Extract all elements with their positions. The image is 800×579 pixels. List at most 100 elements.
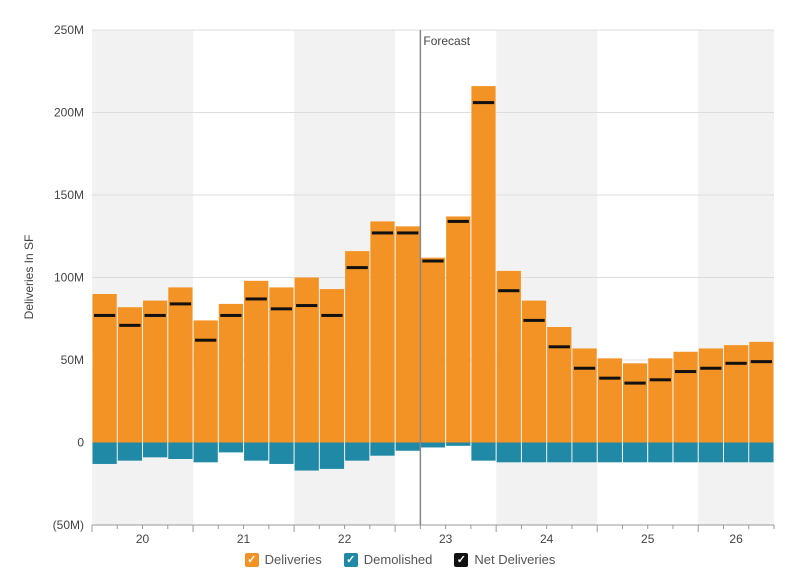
x-axis-labels: 20 21 22 23 24 25 26 — [136, 532, 743, 546]
x-tick-label: 23 — [439, 532, 453, 546]
y-tick-label: 150M — [54, 188, 84, 202]
y-tick-label: 250M — [54, 23, 84, 37]
checkbox-net-deliveries-icon[interactable]: ✓ — [454, 552, 469, 567]
net-delivery-marker[interactable] — [674, 370, 697, 374]
net-delivery-marker[interactable] — [472, 101, 495, 105]
bar-demolished[interactable] — [572, 442, 597, 463]
bar-deliveries[interactable] — [521, 300, 547, 443]
bar-demolished[interactable] — [471, 442, 496, 461]
bar-deliveries[interactable] — [269, 287, 294, 443]
net-delivery-marker[interactable] — [169, 302, 192, 306]
bar-deliveries[interactable] — [622, 363, 648, 443]
bar-deliveries[interactable] — [117, 307, 143, 443]
bar-deliveries[interactable] — [244, 280, 269, 443]
checkbox-deliveries-icon[interactable]: ✓ — [244, 552, 259, 567]
bar-deliveries[interactable] — [319, 289, 345, 443]
bar-demolished[interactable] — [749, 442, 774, 463]
net-delivery-marker[interactable] — [447, 219, 469, 223]
net-delivery-marker[interactable] — [523, 318, 545, 322]
net-delivery-marker[interactable] — [371, 231, 394, 235]
bar-demolished[interactable] — [269, 442, 294, 464]
bar-deliveries[interactable] — [370, 221, 395, 443]
bar-demolished[interactable] — [597, 442, 622, 463]
net-delivery-marker[interactable] — [624, 381, 646, 385]
bar-demolished[interactable] — [168, 442, 193, 460]
x-tick-label: 25 — [641, 532, 655, 546]
net-delivery-marker[interactable] — [220, 313, 242, 317]
bar-deliveries[interactable] — [395, 226, 420, 443]
x-axis — [91, 524, 775, 532]
bar-demolished[interactable] — [143, 442, 168, 458]
net-delivery-marker[interactable] — [422, 259, 444, 263]
legend-item-demolished[interactable]: ✓ Demolished — [343, 552, 432, 567]
bar-deliveries[interactable] — [471, 86, 496, 443]
net-delivery-marker[interactable] — [195, 338, 217, 342]
net-delivery-marker[interactable] — [573, 366, 596, 370]
bar-deliveries[interactable] — [749, 341, 774, 443]
bar-deliveries[interactable] — [673, 351, 698, 443]
bar-deliveries[interactable] — [698, 348, 723, 443]
bar-demolished[interactable] — [521, 442, 547, 463]
bar-demolished[interactable] — [723, 442, 749, 463]
bar-demolished[interactable] — [496, 442, 521, 463]
legend-item-deliveries[interactable]: ✓ Deliveries — [244, 552, 322, 567]
bar-demolished[interactable] — [218, 442, 244, 453]
bar-demolished[interactable] — [319, 442, 345, 469]
bar-deliveries[interactable] — [723, 345, 749, 443]
net-delivery-marker[interactable] — [296, 304, 318, 308]
net-markers — [94, 101, 772, 385]
net-delivery-marker[interactable] — [346, 266, 368, 270]
bar-demolished[interactable] — [446, 442, 471, 446]
forecast-label: Forecast — [423, 34, 470, 48]
net-delivery-marker[interactable] — [649, 378, 671, 382]
bar-deliveries[interactable] — [648, 358, 673, 443]
net-delivery-marker[interactable] — [94, 313, 116, 317]
bar-demolished[interactable] — [244, 442, 269, 461]
x-tick-label: 21 — [237, 532, 251, 546]
bar-deliveries[interactable] — [496, 270, 521, 443]
net-delivery-marker[interactable] — [725, 361, 747, 365]
net-delivery-marker[interactable] — [548, 345, 570, 349]
net-delivery-marker[interactable] — [700, 366, 722, 370]
bar-demolished[interactable] — [92, 442, 117, 464]
y-tick-label: 0 — [77, 436, 84, 450]
bar-deliveries[interactable] — [446, 216, 471, 443]
net-delivery-marker[interactable] — [119, 323, 141, 327]
bar-demolished[interactable] — [117, 442, 143, 461]
bar-deliveries[interactable] — [294, 277, 319, 443]
bar-demolished[interactable] — [547, 442, 572, 463]
bar-deliveries[interactable] — [92, 294, 117, 443]
net-delivery-marker[interactable] — [498, 289, 520, 293]
y-tick-label: 200M — [54, 106, 84, 120]
bar-demolished[interactable] — [698, 442, 723, 463]
bar-deliveries[interactable] — [597, 358, 622, 443]
net-delivery-marker[interactable] — [245, 297, 267, 301]
y-axis-labels: 250M 200M 150M 100M 50M 0 (50M) — [53, 23, 85, 532]
net-delivery-marker[interactable] — [599, 376, 621, 380]
bar-demolished[interactable] — [420, 442, 446, 448]
bar-demolished[interactable] — [294, 442, 319, 471]
bar-demolished[interactable] — [648, 442, 673, 463]
bar-deliveries[interactable] — [420, 257, 446, 443]
bar-deliveries[interactable] — [218, 303, 244, 443]
net-delivery-marker[interactable] — [397, 231, 419, 235]
bar-demolished[interactable] — [395, 442, 420, 451]
net-delivery-marker[interactable] — [750, 360, 772, 364]
legend-item-net-deliveries[interactable]: ✓ Net Deliveries — [454, 552, 555, 567]
bar-deliveries[interactable] — [143, 300, 168, 443]
net-delivery-marker[interactable] — [270, 307, 293, 311]
net-delivery-marker[interactable] — [144, 313, 166, 317]
bar-deliveries[interactable] — [547, 327, 572, 443]
bar-demolished[interactable] — [345, 442, 370, 461]
bar-deliveries[interactable] — [345, 251, 370, 443]
net-delivery-marker[interactable] — [321, 313, 343, 317]
bar-demolished[interactable] — [673, 442, 698, 463]
bar-demolished[interactable] — [370, 442, 395, 456]
bars-group — [92, 86, 774, 471]
bar-demolished[interactable] — [622, 442, 648, 463]
bar-deliveries[interactable] — [168, 287, 193, 443]
bar-demolished[interactable] — [193, 442, 218, 463]
checkbox-demolished-icon[interactable]: ✓ — [343, 552, 358, 567]
bar-deliveries[interactable] — [572, 348, 597, 443]
